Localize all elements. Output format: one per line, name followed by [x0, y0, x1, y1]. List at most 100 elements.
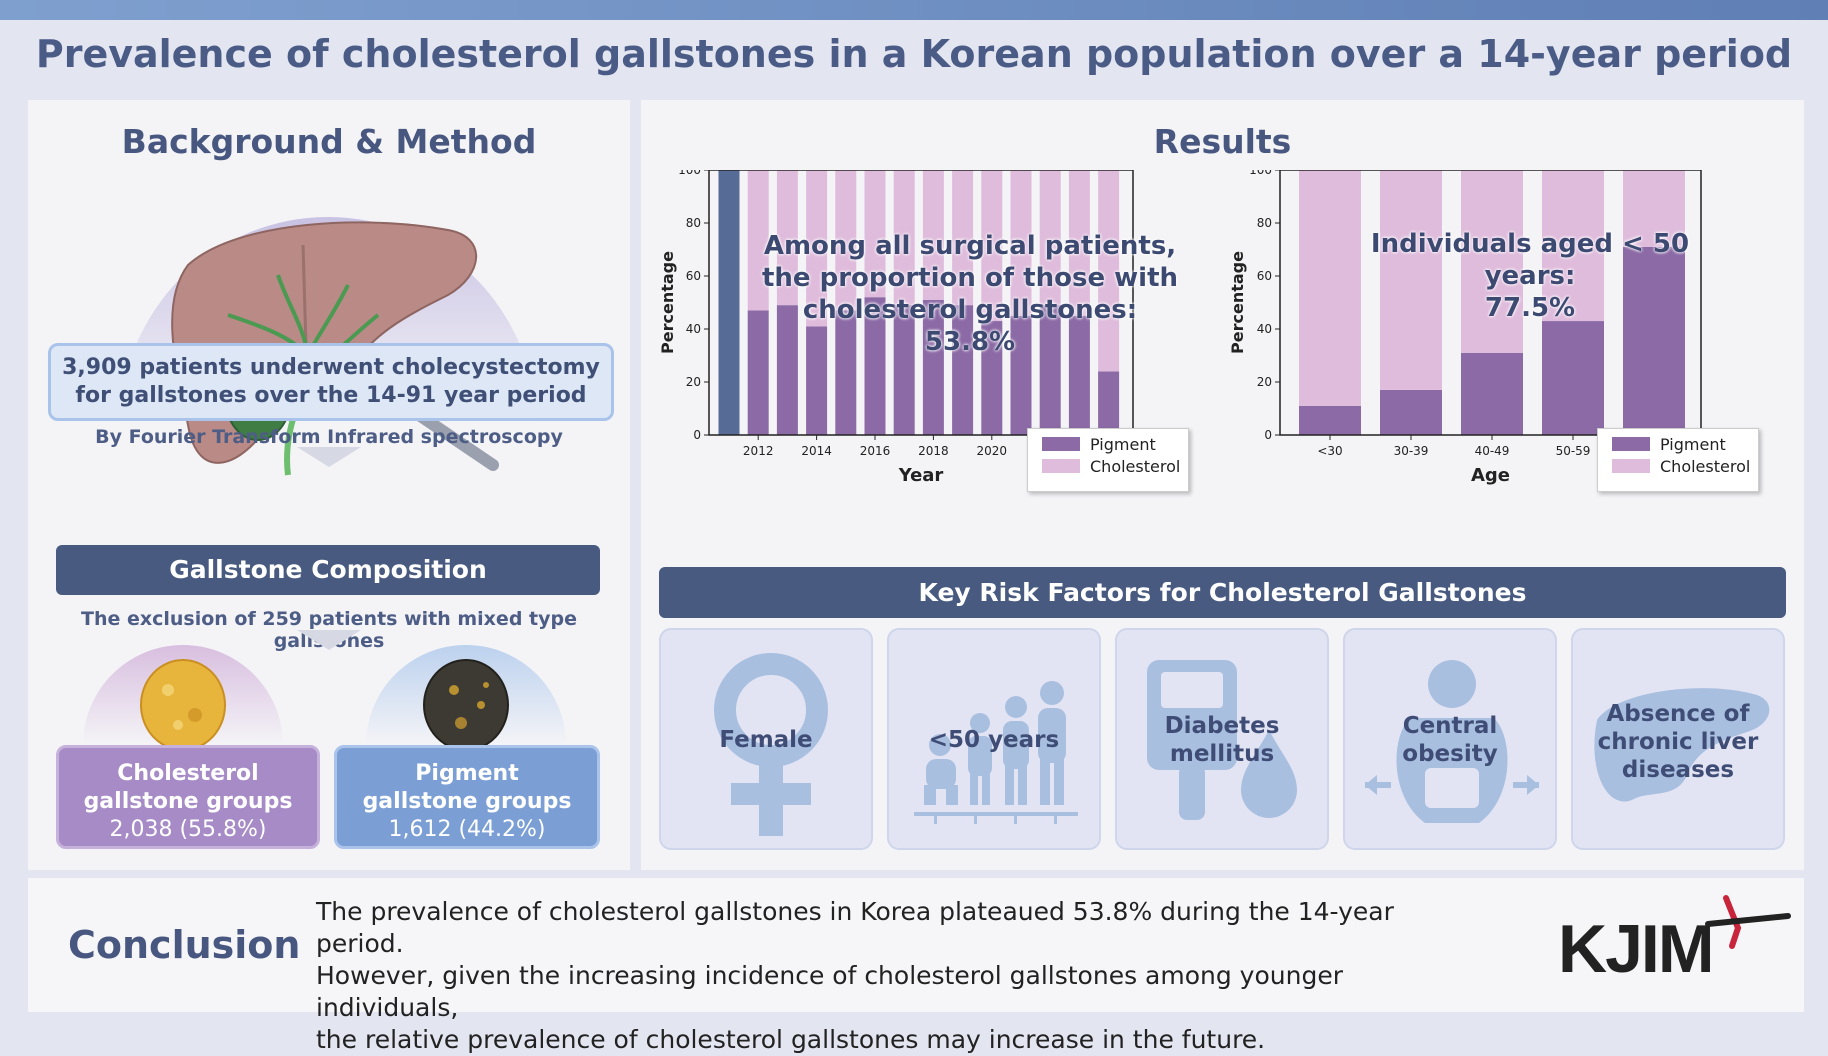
pigment-group-line-2: gallstone groups — [362, 789, 572, 814]
legend-cholesterol-label: Cholesterol — [1660, 456, 1751, 476]
x-tick-label: 2014 — [801, 444, 832, 458]
bar-cholesterol-2019 — [952, 170, 974, 306]
bar-cholesterol-2021 — [1010, 170, 1032, 316]
bar-pigment-30-39 — [1380, 389, 1442, 435]
legend-cholesterol-swatch — [1042, 459, 1080, 473]
risk-label-female: Female — [661, 726, 871, 754]
composition-header: Gallstone Composition — [56, 545, 600, 595]
risk-label-line: obesity — [1402, 741, 1498, 767]
page-title: Prevalence of cholesterol gallstones in … — [35, 32, 1793, 76]
y-tick-label: 0 — [693, 428, 701, 442]
bar-cholesterol-<30 — [1299, 170, 1361, 406]
y-tick-label: 80 — [1257, 216, 1272, 230]
top-banner — [0, 0, 1828, 20]
cholesterol-stone-icon — [83, 645, 283, 745]
y-tick-label: 20 — [686, 375, 701, 389]
bar-pigment-2016 — [864, 297, 886, 435]
x-tick-label: 2018 — [918, 444, 949, 458]
y-tick-label: 40 — [1257, 322, 1272, 336]
cholesterol-group-box: Cholesterol gallstone groups 2,038 (55.8… — [56, 745, 320, 849]
bar-pigment-2021 — [1010, 315, 1032, 435]
cholesterol-group-line-1: Cholesterol — [117, 761, 259, 786]
risk-card-diabetes: Diabetes mellitus — [1115, 628, 1329, 850]
bar-pigment-2011 — [718, 170, 740, 435]
x-tick-label: 40-49 — [1475, 444, 1510, 458]
conclusion-text: The prevalence of cholesterol gallstones… — [316, 896, 1466, 1056]
bar-pigment-40-49 — [1461, 352, 1523, 435]
cholesterol-group-count: 2,038 (55.8%) — [109, 817, 267, 842]
bar-pigment-2022 — [1039, 305, 1061, 435]
female-icon — [714, 653, 828, 836]
bar-cholesterol-2012 — [747, 170, 769, 311]
x-tick-label: 2016 — [860, 444, 891, 458]
bar-cholesterol-2024 — [1098, 170, 1120, 372]
bar-cholesterol-2016 — [864, 170, 886, 298]
conclusion-panel: Conclusion The prevalence of cholesterol… — [28, 878, 1804, 1054]
bar-pigment-2024 — [1098, 371, 1120, 435]
pigment-group-count: 1,612 (44.2%) — [388, 817, 546, 842]
age-legend: Pigment Cholesterol — [1597, 428, 1759, 492]
bar-cholesterol-2015 — [835, 170, 857, 311]
legend-cholesterol-swatch — [1612, 459, 1650, 473]
age-annotation-line-1: Individuals aged < 50 years: — [1370, 229, 1690, 291]
kjim-logo-text: KJIM — [1558, 911, 1714, 987]
cholesterol-group-line-2: gallstone groups — [83, 789, 293, 814]
x-tick-label: 2012 — [743, 444, 774, 458]
bar-pigment-2012 — [747, 310, 769, 435]
bar-pigment-2020 — [981, 321, 1003, 435]
risk-card-age: <50 years — [887, 628, 1101, 850]
risk-label-line: Central — [1402, 713, 1498, 739]
risk-label-line: chronic liver — [1597, 729, 1759, 755]
risk-label-line: diseases — [1621, 757, 1735, 783]
down-arrow-icon — [297, 630, 361, 650]
y-tick-label: 60 — [686, 269, 701, 283]
x-axis-label: Year — [898, 465, 944, 486]
y-tick-label: 20 — [1257, 375, 1272, 389]
background-method-title: Background & Method — [121, 122, 537, 161]
pigment-group-line-1: Pigment — [415, 761, 519, 786]
risk-label-line: <50 years — [928, 727, 1060, 753]
year-annotation-line-2: the proportion of those with — [761, 263, 1179, 293]
risk-card-obesity: Central obesity — [1343, 628, 1557, 850]
y-tick-label: 0 — [1264, 428, 1272, 442]
bar-pigment-2023 — [1068, 315, 1090, 435]
chart-by-age: 020406080100<3030-3940-4950-59≥60AgePerc… — [1228, 170, 1702, 486]
liver-icon — [1594, 688, 1770, 802]
bar-cholesterol-2017 — [893, 170, 915, 306]
bar-cholesterol-2023 — [1068, 170, 1090, 316]
bar-cholesterol-30-39 — [1380, 170, 1442, 390]
bar-pigment-2013 — [776, 305, 798, 435]
bar-pigment-<30 — [1299, 405, 1361, 435]
bar-pigment-2018 — [922, 299, 944, 435]
risk-factors-header: Key Risk Factors for Cholesterol Gallsto… — [659, 567, 1786, 618]
bar-pigment-50-59 — [1542, 321, 1604, 435]
bar-cholesterol-40-49 — [1461, 170, 1523, 353]
bar-cholesterol-2022 — [1039, 170, 1061, 306]
y-tick-label: 40 — [686, 322, 701, 336]
risk-label-liver: Absence of chronic liver diseases — [1573, 700, 1783, 784]
x-tick-label: 30-39 — [1394, 444, 1429, 458]
x-axis-label: Age — [1471, 465, 1510, 486]
conclusion-line-2: However, given the increasing incidence … — [316, 961, 1343, 1022]
x-tick-label: 2020 — [977, 444, 1008, 458]
risk-label-line: mellitus — [1169, 741, 1275, 767]
conclusion-line-3: the relative prevalence of cholesterol g… — [316, 1025, 1266, 1054]
age-annotation: Individuals aged < 50 years: 77.5% — [1330, 228, 1730, 324]
bar-pigment-2019 — [952, 305, 974, 435]
patients-box: 3,909 patients underwent cholecystectomy… — [48, 343, 614, 421]
plot-frame — [1279, 170, 1702, 436]
x-tick-label: <30 — [1317, 444, 1342, 458]
legend-pigment-swatch — [1612, 437, 1650, 451]
legend-cholesterol-label: Cholesterol — [1090, 456, 1181, 476]
y-tick-label: 100 — [1249, 170, 1272, 177]
plot-frame — [708, 170, 1134, 436]
risk-label-age: <50 years — [889, 726, 1099, 754]
risk-label-obesity: Central obesity — [1345, 712, 1555, 768]
bar-cholesterol-2013 — [776, 170, 798, 306]
kjim-logo-mark-icon — [1705, 895, 1791, 949]
bar-pigment-≥60 — [1623, 246, 1685, 435]
obesity-icon — [1365, 660, 1539, 823]
conclusion-title: Conclusion — [68, 923, 301, 967]
y-axis-label: Percentage — [658, 251, 677, 354]
method-text: By Fourier Transform Infrared spectrosco… — [95, 426, 563, 448]
